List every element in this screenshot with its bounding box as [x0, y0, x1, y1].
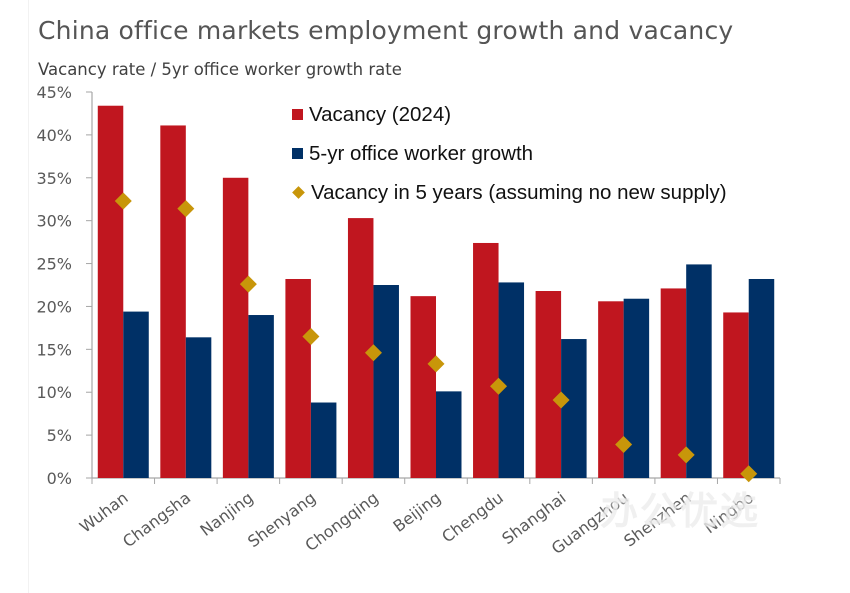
- bar-vacancy: [222, 177, 249, 478]
- marker-future-vacancy: [302, 327, 320, 345]
- legend-label-growth: 5-yr office worker growth: [309, 141, 534, 165]
- marker-future-vacancy: [677, 446, 695, 464]
- bar-growth: [436, 391, 462, 478]
- bar-growth: [310, 402, 337, 478]
- marker-future-vacancy: [615, 436, 633, 454]
- chart-subtitle: Vacancy rate / 5yr office worker growth …: [38, 60, 402, 79]
- y-tick-label: 35%: [36, 169, 72, 188]
- y-tick-label: 20%: [36, 297, 72, 316]
- x-tick-label: Beijing: [389, 488, 444, 536]
- y-tick-label: 15%: [36, 340, 72, 359]
- bar-vacancy: [97, 105, 124, 479]
- legend-label-future-vacancy: Vacancy in 5 years (assuming no new supp…: [311, 180, 727, 204]
- legend-item-growth: 5-yr office worker growth: [292, 134, 727, 173]
- marker-future-vacancy: [552, 391, 570, 409]
- bar-growth: [623, 298, 650, 478]
- legend: Vacancy (2024) 5-yr office worker growth…: [292, 95, 727, 212]
- x-tick-label: Wuhan: [76, 488, 132, 537]
- y-tick-label: 40%: [36, 126, 72, 145]
- bar-vacancy: [347, 218, 374, 479]
- bar-growth: [561, 339, 587, 478]
- y-tick-label: 25%: [36, 255, 72, 274]
- legend-swatch-vacancy: [292, 109, 303, 120]
- bar-growth: [373, 285, 399, 478]
- legend-item-vacancy: Vacancy (2024): [292, 95, 727, 134]
- bar-vacancy: [160, 125, 186, 478]
- legend-swatch-growth: [292, 148, 303, 159]
- y-axis: 0% 5% 10% 15% 20% 25% 30% 35% 40% 45%: [36, 83, 93, 488]
- marker-future-vacancy: [114, 192, 132, 210]
- bar-growth: [498, 282, 525, 478]
- bar-vacancy: [410, 296, 436, 478]
- bar-vacancy: [285, 278, 311, 478]
- bar-growth: [248, 315, 274, 478]
- marker-future-vacancy: [177, 200, 195, 218]
- bar-vacancy: [598, 301, 624, 478]
- bar-vacancy: [535, 291, 562, 478]
- legend-diamond-icon: [292, 186, 305, 199]
- y-tick-label: 0%: [47, 469, 72, 488]
- marker-future-vacancy: [239, 275, 257, 293]
- bar-vacancy: [723, 312, 749, 478]
- bar-vacancy: [660, 288, 687, 478]
- bar-growth: [123, 311, 149, 478]
- image-edge: [28, 0, 29, 593]
- y-tick-label: 45%: [36, 83, 72, 102]
- y-tick-label: 5%: [47, 426, 72, 445]
- legend-item-future-vacancy: Vacancy in 5 years (assuming no new supp…: [292, 173, 727, 212]
- marker-future-vacancy: [740, 465, 758, 483]
- markers: [114, 192, 758, 483]
- chart-title: China office markets employment growth a…: [38, 16, 734, 45]
- x-tick-label: Chengdu: [438, 488, 507, 546]
- y-tick-label: 10%: [36, 383, 72, 402]
- watermark: 办公优选: [600, 489, 761, 533]
- bars: [97, 105, 775, 479]
- bar-vacancy: [473, 242, 499, 478]
- x-tick-label: Changsha: [119, 488, 194, 551]
- marker-future-vacancy: [427, 355, 445, 373]
- marker-future-vacancy: [364, 344, 382, 362]
- marker-future-vacancy: [490, 377, 508, 395]
- bar-growth: [748, 278, 775, 478]
- bar-growth: [686, 264, 712, 478]
- bar-growth: [185, 337, 212, 478]
- legend-label-vacancy: Vacancy (2024): [309, 102, 452, 126]
- y-tick-label: 30%: [36, 212, 72, 231]
